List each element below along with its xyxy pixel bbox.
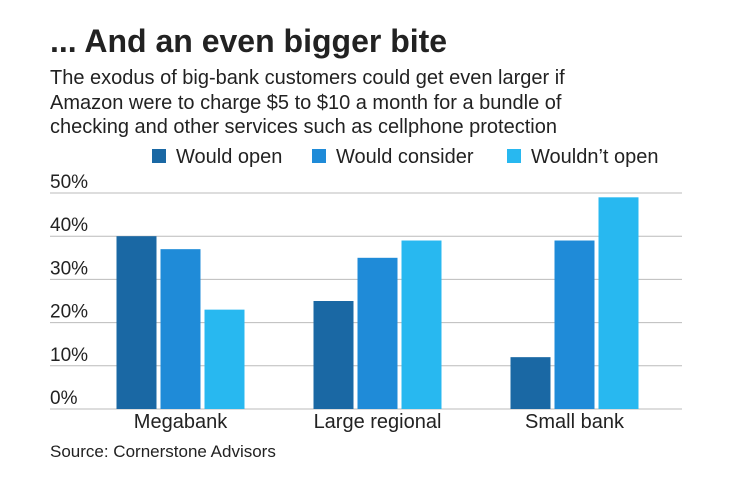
bar [401, 240, 442, 409]
legend-label: Would consider [336, 146, 474, 168]
bar [116, 236, 157, 409]
bar [357, 257, 398, 409]
y-tick-label: 40% [50, 215, 88, 236]
source: Source: Cornerstone Advisors [50, 442, 276, 461]
legend-label: Wouldn’t open [531, 146, 659, 168]
bar [554, 240, 595, 409]
y-tick-label: 10% [50, 345, 88, 366]
subtitle: The exodus of big-bank customers could g… [50, 67, 565, 89]
x-tick-label: Large regional [314, 411, 442, 433]
bar [160, 249, 201, 409]
chart-title: ... And an even bigger bite [50, 23, 447, 59]
legend-label: Would open [176, 146, 282, 168]
bar [313, 301, 354, 409]
y-tick-label: 30% [50, 258, 88, 279]
y-tick-label: 50% [50, 172, 88, 193]
legend-swatch [312, 149, 326, 163]
x-tick-label: Megabank [134, 411, 228, 433]
subtitle: Amazon were to charge $5 to $10 a month … [50, 92, 562, 114]
subtitle: checking and other services such as cell… [50, 116, 557, 138]
y-tick-label: 20% [50, 302, 88, 323]
legend-swatch [152, 149, 166, 163]
y-tick-label: 0% [50, 388, 78, 409]
bar [598, 197, 639, 409]
x-tick-label: Small bank [525, 411, 625, 433]
legend-swatch [507, 149, 521, 163]
bar [204, 309, 245, 409]
bar [510, 357, 551, 409]
